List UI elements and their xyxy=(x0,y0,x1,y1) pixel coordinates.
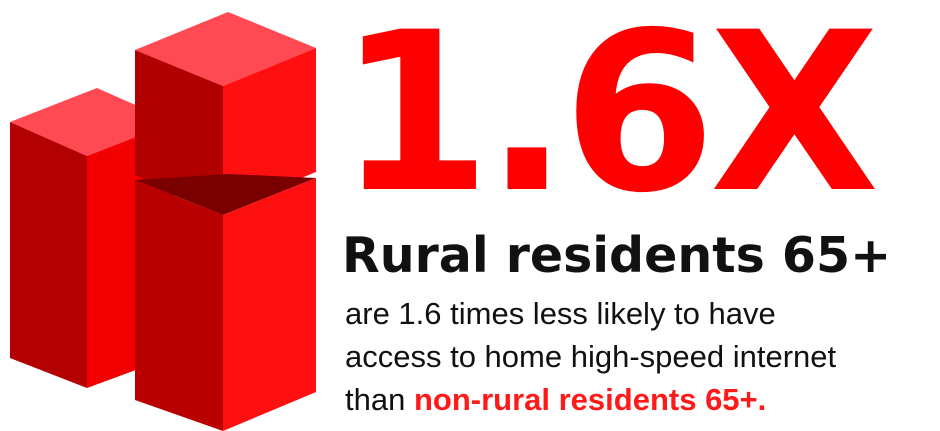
description-line-3-prefix: than xyxy=(345,382,414,417)
top-cube-top xyxy=(135,12,316,86)
description-line-3: than non-rural residents 65+. xyxy=(345,378,935,421)
description: are 1.6 times less likely to have access… xyxy=(345,292,935,421)
description-line-2: access to home high-speed internet xyxy=(345,339,837,374)
back-block-top xyxy=(10,88,174,156)
lower-block-top xyxy=(135,174,316,215)
description-highlight: non-rural residents 65+. xyxy=(413,382,767,417)
stacked-red-blocks-icon xyxy=(10,12,316,431)
stat-multiplier: 1.6X xyxy=(338,0,879,241)
description-line-1: are 1.6 times less likely to have xyxy=(345,296,776,331)
lower-block-right-face xyxy=(223,178,316,431)
top-cube-left-face xyxy=(135,50,223,210)
top-cube-right-face xyxy=(223,48,316,210)
back-block-left-face xyxy=(10,122,87,388)
headline: Rural residents 65+ xyxy=(342,227,892,284)
lower-block-left-face xyxy=(135,180,223,431)
